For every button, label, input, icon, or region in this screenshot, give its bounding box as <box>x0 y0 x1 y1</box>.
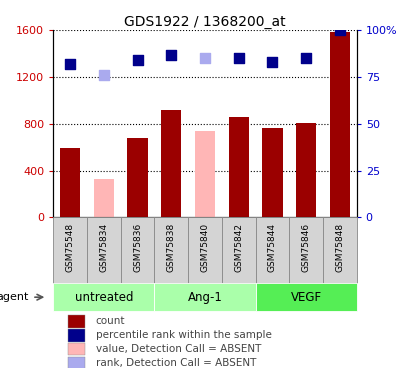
Bar <box>255 283 356 311</box>
Bar <box>188 217 221 283</box>
Bar <box>322 217 356 283</box>
Text: rank, Detection Call = ABSENT: rank, Detection Call = ABSENT <box>96 358 256 368</box>
Bar <box>161 110 181 218</box>
Text: percentile rank within the sample: percentile rank within the sample <box>96 330 271 340</box>
Text: GSM75836: GSM75836 <box>133 223 142 272</box>
Bar <box>289 217 322 283</box>
Point <box>134 57 141 63</box>
Point <box>235 55 241 61</box>
Text: GSM75842: GSM75842 <box>234 223 243 272</box>
Bar <box>53 217 87 283</box>
Text: GSM75840: GSM75840 <box>200 223 209 272</box>
Point <box>302 55 309 61</box>
Text: count: count <box>96 316 125 326</box>
Text: value, Detection Call = ABSENT: value, Detection Call = ABSENT <box>96 344 261 354</box>
Bar <box>262 128 282 217</box>
Text: Ang-1: Ang-1 <box>187 291 222 304</box>
Bar <box>60 148 80 217</box>
Bar <box>295 123 315 218</box>
Text: untreated: untreated <box>74 291 133 304</box>
Bar <box>154 217 188 283</box>
Point <box>336 27 342 33</box>
Text: agent: agent <box>0 292 29 302</box>
Point <box>201 55 208 61</box>
Point <box>67 61 73 67</box>
Bar <box>68 315 85 328</box>
Bar <box>255 217 289 283</box>
Text: GSM75846: GSM75846 <box>301 223 310 272</box>
Bar <box>53 283 154 311</box>
Bar <box>194 131 215 218</box>
Text: VEGF: VEGF <box>290 291 321 304</box>
Bar <box>68 329 85 342</box>
Bar <box>221 217 255 283</box>
Bar <box>68 357 85 369</box>
Text: GSM75848: GSM75848 <box>335 223 344 272</box>
Bar <box>87 217 120 283</box>
Point <box>168 52 174 58</box>
Bar <box>120 217 154 283</box>
Text: GSM75548: GSM75548 <box>65 223 74 272</box>
Text: GSM75844: GSM75844 <box>267 223 276 272</box>
Title: GDS1922 / 1368200_at: GDS1922 / 1368200_at <box>124 15 285 29</box>
Point <box>268 58 275 64</box>
Bar <box>154 283 255 311</box>
Bar <box>94 179 114 218</box>
Bar <box>127 138 147 218</box>
Bar <box>228 117 248 218</box>
Bar <box>68 343 85 355</box>
Point <box>100 72 107 78</box>
Text: GSM75834: GSM75834 <box>99 223 108 272</box>
Bar <box>329 32 349 218</box>
Text: GSM75838: GSM75838 <box>166 223 175 272</box>
